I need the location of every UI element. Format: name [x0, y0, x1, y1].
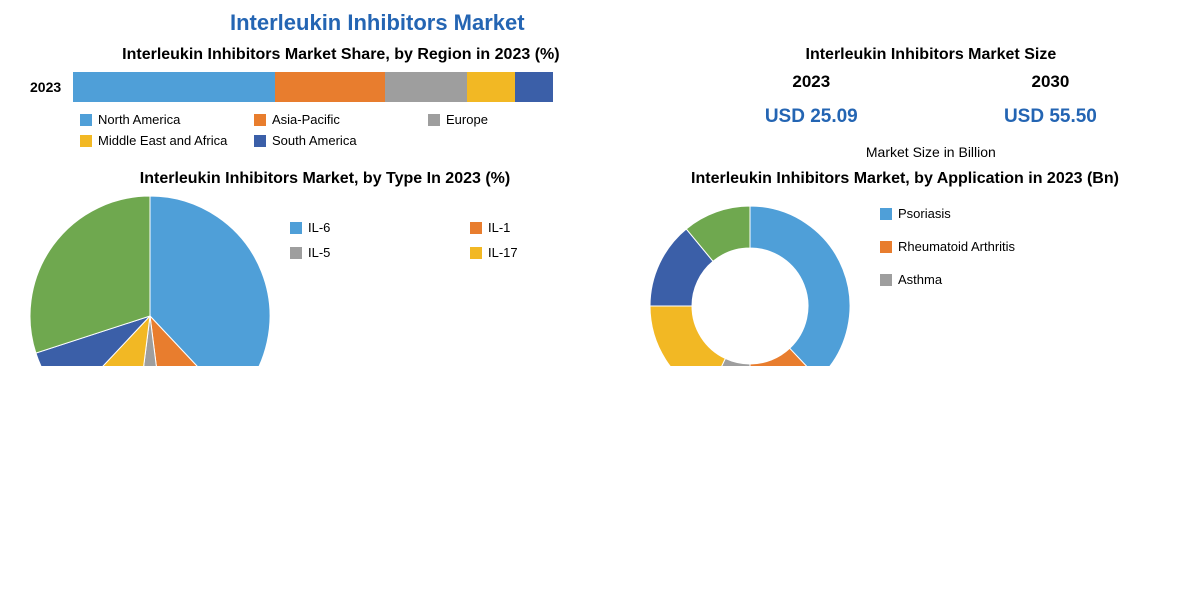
legend-label: Asia-Pacific [272, 112, 340, 127]
region-stacked-bar [73, 72, 553, 102]
region-year-label: 2023 [30, 79, 61, 95]
swatch-icon [80, 114, 92, 126]
swatch-icon [428, 114, 440, 126]
swatch-icon [880, 208, 892, 220]
type-legend-item-0: IL-6 [290, 220, 440, 235]
market-size-title: Interleukin Inhibitors Market Size [692, 46, 1170, 64]
type-legend-item-3: IL-17 [470, 245, 620, 260]
size-year-0: 2023 [792, 72, 830, 92]
swatch-icon [470, 222, 482, 234]
region-legend-item-1: Asia-Pacific [254, 112, 404, 127]
region-legend: North America Asia-Pacific Europe Middle Ea… [80, 112, 652, 148]
type-chart-section: Interleukin Inhibitors Market, by Type I… [30, 170, 620, 366]
type-legend-item-2: IL-5 [290, 245, 440, 260]
legend-label: IL-17 [488, 245, 518, 260]
legend-label: IL-6 [308, 220, 330, 235]
market-size-unit: Market Size in Billion [692, 144, 1170, 160]
legend-label: Psoriasis [898, 206, 951, 221]
legend-label: North America [98, 112, 180, 127]
top-row: Interleukin Inhibitors Market Share, by … [30, 46, 1170, 160]
app-legend-item-0: Psoriasis [880, 206, 1030, 221]
region-bar-seg-2 [385, 72, 467, 102]
type-pie-chart [30, 196, 270, 366]
app-donut-chart [640, 196, 860, 366]
app-legend: Psoriasis Rheumatoid Arthritis Asthma [880, 206, 1030, 287]
legend-label: IL-5 [308, 245, 330, 260]
legend-label: IL-1 [488, 220, 510, 235]
market-size-section: Interleukin Inhibitors Market Size 2023 … [692, 46, 1170, 160]
swatch-icon [254, 135, 266, 147]
app-donut-wrap: Psoriasis Rheumatoid Arthritis Asthma [640, 196, 1170, 366]
region-bar-seg-1 [275, 72, 385, 102]
bottom-row: Interleukin Inhibitors Market, by Type I… [30, 170, 1170, 366]
swatch-icon [290, 222, 302, 234]
type-pie-wrap: IL-6 IL-1 IL-5 IL-17 [30, 196, 620, 366]
size-val-0: USD 25.09 [765, 106, 858, 128]
size-year-1: 2030 [1032, 72, 1070, 92]
legend-label: Asthma [898, 272, 942, 287]
app-chart-title: Interleukin Inhibitors Market, by Applic… [640, 170, 1170, 188]
market-size-values: USD 25.09 USD 55.50 [692, 106, 1170, 128]
app-chart-section: Interleukin Inhibitors Market, by Applic… [640, 170, 1170, 366]
legend-label: South America [272, 133, 357, 148]
swatch-icon [880, 241, 892, 253]
swatch-icon [290, 247, 302, 259]
swatch-icon [254, 114, 266, 126]
type-chart-title: Interleukin Inhibitors Market, by Type I… [30, 170, 620, 188]
legend-label: Europe [446, 112, 488, 127]
swatch-icon [80, 135, 92, 147]
region-legend-item-2: Europe [428, 112, 578, 127]
region-chart-title: Interleukin Inhibitors Market Share, by … [30, 46, 652, 64]
region-legend-item-4: South America [254, 133, 404, 148]
swatch-icon [470, 247, 482, 259]
app-slice-0 [750, 206, 850, 366]
size-val-1: USD 55.50 [1004, 106, 1097, 128]
swatch-icon [880, 274, 892, 286]
app-legend-item-1: Rheumatoid Arthritis [880, 239, 1030, 254]
region-chart-section: Interleukin Inhibitors Market Share, by … [30, 46, 652, 160]
market-size-years: 2023 2030 [692, 72, 1170, 92]
legend-label: Middle East and Africa [98, 133, 227, 148]
app-legend-item-2: Asthma [880, 272, 1030, 287]
region-legend-item-3: Middle East and Africa [80, 133, 230, 148]
app-slice-3 [650, 306, 725, 366]
region-bar-seg-4 [515, 72, 553, 102]
region-legend-item-0: North America [80, 112, 230, 127]
main-title: Interleukin Inhibitors Market [230, 10, 1170, 36]
stacked-bar-container: 2023 [30, 72, 652, 102]
region-bar-seg-3 [467, 72, 515, 102]
type-legend: IL-6 IL-1 IL-5 IL-17 [290, 220, 620, 260]
legend-label: Rheumatoid Arthritis [898, 239, 1015, 254]
type-legend-item-1: IL-1 [470, 220, 620, 235]
region-bar-seg-0 [73, 72, 275, 102]
